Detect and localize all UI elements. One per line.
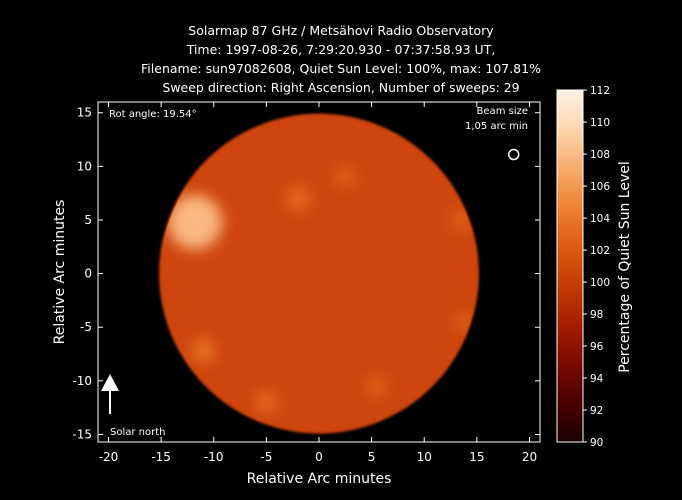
colorbar-tick-label: 100 [590,277,610,289]
y-axis: -15 -10 -5 0 5 10 15 [72,106,540,441]
y-tick-label: -5 [80,320,92,334]
colorbar-tick-label: 108 [590,149,610,161]
title-line-4: Sweep direction: Right Ascension, Number… [162,80,520,95]
x-axis: -20 -15 -10 -5 0 5 10 15 20 [99,102,537,464]
sun-disk [159,113,479,434]
hot-spot [334,166,356,188]
hot-spot [285,185,311,212]
beam-size-label: Beam size [477,106,528,117]
x-tick-label: -15 [151,450,171,464]
hot-spot [167,194,223,250]
sun-disk-base [159,113,479,434]
y-tick-label: -10 [72,374,92,388]
hot-spot [366,375,388,397]
x-tick-label: 5 [368,450,376,464]
colorbar [556,89,584,443]
rot-angle-annotation: Rot angle: 19.54° [109,109,197,120]
x-tick-label: -5 [260,450,272,464]
y-tick-label: 15 [77,106,92,120]
x-tick-label: 10 [417,450,432,464]
x-tick-label: 20 [522,450,537,464]
solar-north-arrow [101,374,119,414]
hot-spot [190,338,216,364]
colorbar-tick-label: 98 [590,309,603,321]
colorbar-ticks: 90 92 94 96 98 100 102 104 106 108 110 112 [583,85,610,449]
colorbar-tick-label: 110 [590,117,610,129]
colorbar-tick-label: 102 [590,245,610,257]
beam-size-value: 1,05 arc min [465,121,528,132]
x-tick-label: -20 [99,450,119,464]
colorbar-tick-label: 112 [590,85,610,97]
title-line-2: Time: 1997-08-26, 7:29:20.930 - 07:37:58… [186,42,496,57]
colorbar-label: Percentage of Quiet Sun Level [617,161,633,373]
colorbar-tick-label: 94 [590,373,604,385]
beam-size-marker [507,148,520,161]
x-axis-label: Relative Arc minutes [247,471,392,487]
x-tick-label: 0 [315,450,323,464]
solar-north-label: Solar north [110,427,166,438]
colorbar-tick-label: 106 [590,181,610,193]
y-tick-label: 5 [84,213,92,227]
y-tick-label: 0 [84,267,92,281]
colorbar-tick-label: 92 [590,405,603,417]
y-tick-label: 10 [77,159,92,173]
x-tick-label: 15 [469,450,484,464]
colorbar-tick-label: 96 [590,341,604,353]
hot-spot [450,209,472,231]
hot-spot [254,390,278,414]
title-line-1: Solarmap 87 GHz / Metsähovi Radio Observ… [188,23,494,38]
y-axis-label: Relative Arc minutes [52,200,68,345]
title-line-3: Filename: sun97082608, Quiet Sun Level: … [141,61,541,76]
colorbar-tick-label: 90 [590,437,603,449]
x-tick-label: -10 [204,450,224,464]
y-tick-label: -15 [72,427,92,441]
colorbar-tick-label: 104 [590,213,610,225]
